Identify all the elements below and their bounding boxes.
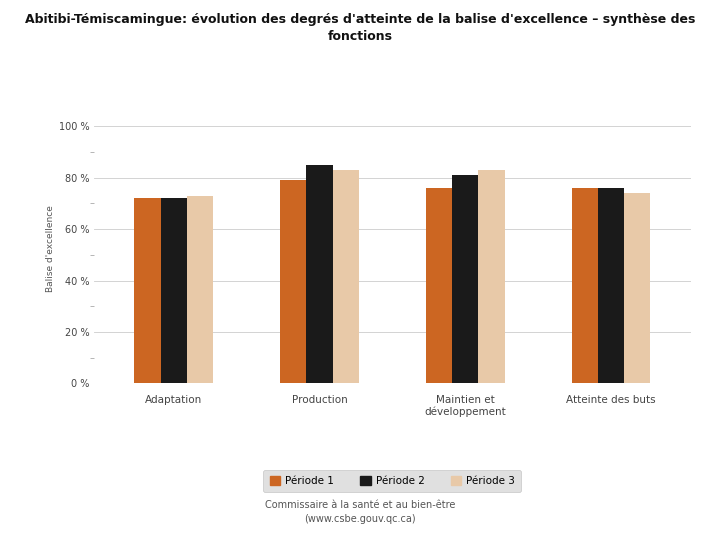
Bar bbox=[307, 165, 333, 383]
Bar bbox=[161, 198, 187, 383]
Bar bbox=[187, 195, 213, 383]
Text: Abitibi-Témiscamingue: évolution des degrés d'atteinte de la balise d'excellence: Abitibi-Témiscamingue: évolution des deg… bbox=[24, 14, 696, 26]
Text: Commissaire à la santé et au bien-être: Commissaire à la santé et au bien-être bbox=[265, 500, 455, 510]
Bar bbox=[572, 188, 598, 383]
Bar bbox=[452, 175, 478, 383]
Text: fonctions: fonctions bbox=[328, 30, 392, 43]
Y-axis label: Balise d'excellence: Balise d'excellence bbox=[45, 205, 55, 292]
Bar bbox=[280, 180, 307, 383]
Bar bbox=[478, 170, 505, 383]
Bar bbox=[598, 188, 624, 383]
Bar bbox=[333, 170, 359, 383]
Bar bbox=[624, 193, 650, 383]
Bar bbox=[135, 198, 161, 383]
Legend: Période 1, Période 2, Période 3: Période 1, Période 2, Période 3 bbox=[264, 470, 521, 492]
Bar bbox=[426, 188, 452, 383]
Text: (www.csbe.gouv.qc.ca): (www.csbe.gouv.qc.ca) bbox=[304, 514, 416, 524]
